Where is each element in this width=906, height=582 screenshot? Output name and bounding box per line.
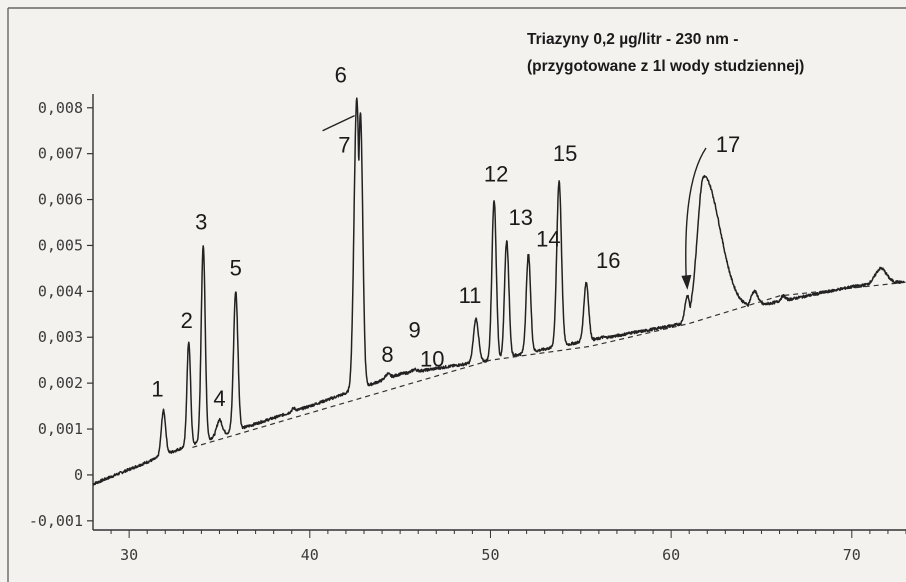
- peak-label-17: 17: [716, 132, 740, 157]
- peak-label-11: 11: [459, 283, 482, 308]
- axes: -0,001 0 0,001 0,002 0,003 0,004 0,005 0,006 0,0…: [7, 7, 906, 582]
- peak-label-7: 7: [338, 132, 350, 157]
- y-tick-label: 0,004: [38, 282, 83, 300]
- peak-label-6: 6: [335, 63, 347, 88]
- peak-6-7-divider: [322, 114, 355, 132]
- y-tick-label: 0,005: [38, 236, 83, 254]
- baseline-layer: [192, 281, 906, 448]
- peak-label-8: 8: [381, 342, 393, 367]
- peak-label-16: 16: [596, 248, 620, 273]
- y-tick-label: 0,003: [38, 328, 83, 346]
- y-tick-label: 0,007: [38, 145, 83, 163]
- peak-label-15: 15: [553, 141, 577, 166]
- x-tick-label: 70: [843, 546, 861, 564]
- chart-title: Triazyny 0,2 µg/litr - 230 nm - (przygot…: [527, 31, 804, 75]
- x-tick-label: 30: [120, 546, 138, 564]
- peak-label-9: 9: [408, 317, 420, 342]
- y-tick-label: 0: [74, 466, 83, 484]
- y-tick-label: -0,001: [29, 512, 83, 530]
- title-line-1: Triazyny 0,2 µg/litr - 230 nm -: [527, 31, 738, 48]
- peak-label-5: 5: [230, 255, 242, 280]
- trace-layer: [92, 97, 905, 486]
- peak-label-14: 14: [536, 227, 560, 252]
- integration-baseline: [192, 281, 906, 448]
- peak-17-arrow: [685, 147, 707, 284]
- y-tick-label: 0,008: [38, 99, 83, 117]
- peak-label-13: 13: [508, 205, 532, 230]
- x-tick-label: 50: [481, 546, 499, 564]
- title-line-2: (przygotowane z 1l wody studziennej): [527, 58, 804, 75]
- chromatogram-trace: [92, 97, 905, 486]
- x-tick-label: 60: [662, 546, 680, 564]
- y-tick-label: 0,006: [38, 191, 83, 209]
- peak-label-3: 3: [195, 209, 207, 234]
- peak-label-12: 12: [484, 162, 508, 187]
- peak-label-1: 1: [151, 377, 163, 402]
- x-tick-label: 40: [301, 546, 319, 564]
- peak-label-10: 10: [420, 347, 444, 372]
- peak-label-2: 2: [181, 308, 193, 333]
- peak-label-4: 4: [213, 386, 225, 411]
- peak-17-arrowhead: [681, 274, 692, 290]
- y-tick-label: 0,002: [38, 374, 83, 392]
- y-tick-label: 0,001: [38, 420, 83, 438]
